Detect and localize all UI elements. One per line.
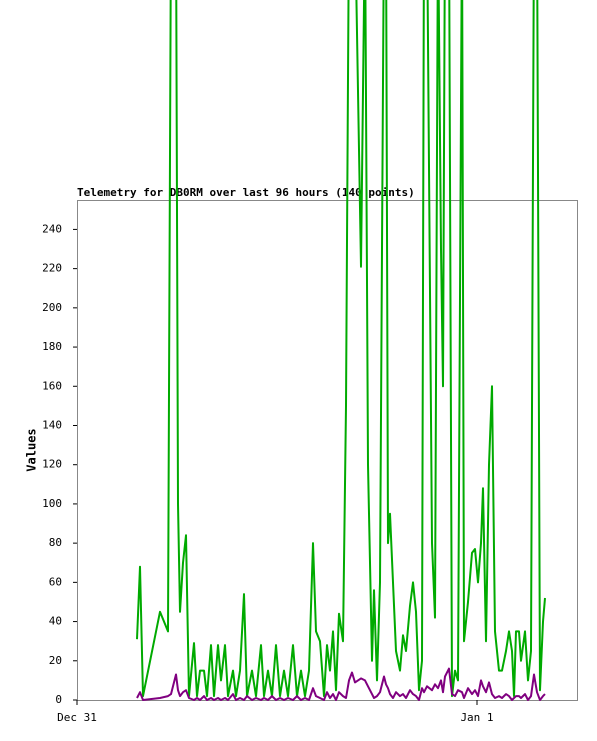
x-tick-label: Jan 1 [460, 711, 493, 724]
y-tick-label: 40 [49, 615, 62, 628]
y-tick-label: 120 [42, 458, 62, 471]
plot-frame [77, 200, 578, 701]
series-line [136, 667, 546, 701]
y-tick-label: 160 [42, 379, 62, 392]
series-line [136, 0, 546, 698]
y-axis-label: Values [25, 428, 39, 471]
y-tick-label: 0 [55, 693, 62, 706]
y-tick-label: 180 [42, 340, 62, 353]
y-tick-label: 60 [49, 575, 62, 588]
y-tick-label: 240 [42, 222, 62, 235]
y-tick-label: 200 [42, 301, 62, 314]
y-tick-label: 100 [42, 497, 62, 510]
chart-title: Telemetry for DB0RM over last 96 hours (… [77, 186, 415, 199]
y-tick-label: 220 [42, 262, 62, 275]
y-tick-label: 80 [49, 536, 62, 549]
y-tick-label: 140 [42, 418, 62, 431]
x-tick-label: Dec 31 [57, 711, 97, 724]
y-tick-label: 20 [49, 654, 62, 667]
